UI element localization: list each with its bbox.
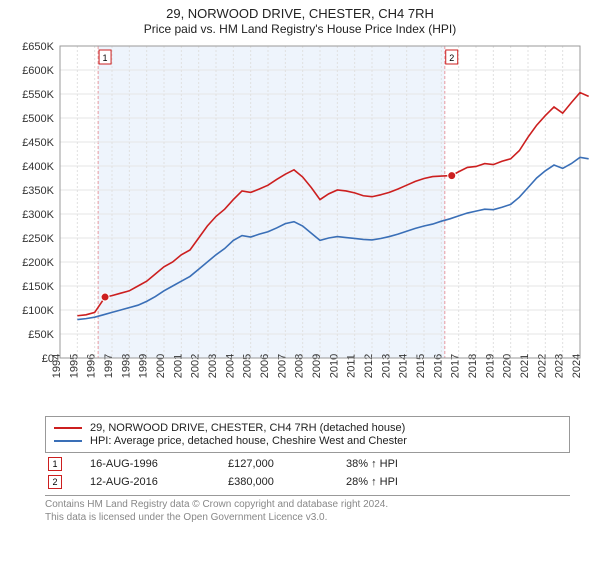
svg-text:£250K: £250K [22,233,54,245]
svg-text:1995: 1995 [68,354,80,378]
svg-text:£650K: £650K [22,41,54,53]
svg-text:2009: 2009 [311,354,323,378]
svg-text:2004: 2004 [224,354,236,378]
sale-price: £380,000 [228,476,318,488]
svg-text:2018: 2018 [467,354,479,378]
svg-text:2010: 2010 [328,354,340,378]
svg-text:2017: 2017 [450,354,462,378]
legend: 29, NORWOOD DRIVE, CHESTER, CH4 7RH (det… [45,416,570,453]
svg-text:2022: 2022 [536,354,548,378]
sale-date: 16-AUG-1996 [90,458,200,470]
legend-swatch [54,427,82,429]
legend-label: HPI: Average price, detached house, Ches… [90,435,407,447]
sale-marker: 1 [48,457,62,471]
sale-diff: 28% ↑ HPI [346,476,426,488]
svg-text:2: 2 [449,53,454,63]
footer: Contains HM Land Registry data © Crown c… [45,495,570,524]
svg-text:2021: 2021 [519,354,531,378]
svg-text:1994: 1994 [51,354,63,378]
svg-text:2020: 2020 [502,354,514,378]
svg-text:2013: 2013 [380,354,392,378]
svg-text:1999: 1999 [138,354,150,378]
sale-price: £127,000 [228,458,318,470]
svg-text:£150K: £150K [22,281,54,293]
sale-diff: 38% ↑ HPI [346,458,426,470]
svg-text:2001: 2001 [172,354,184,378]
svg-text:£350K: £350K [22,185,54,197]
svg-text:£550K: £550K [22,89,54,101]
svg-text:2015: 2015 [415,354,427,378]
svg-text:£500K: £500K [22,113,54,125]
svg-text:2007: 2007 [276,354,288,378]
legend-label: 29, NORWOOD DRIVE, CHESTER, CH4 7RH (det… [90,422,405,434]
footer-line-2: This data is licensed under the Open Gov… [45,512,570,525]
svg-text:2008: 2008 [294,354,306,378]
svg-text:2014: 2014 [398,354,410,378]
chart-title: 29, NORWOOD DRIVE, CHESTER, CH4 7RH [0,6,600,21]
sale-row: 1 16-AUG-1996 £127,000 38% ↑ HPI [48,457,600,471]
svg-text:1997: 1997 [103,354,115,378]
svg-text:£200K: £200K [22,257,54,269]
svg-text:2006: 2006 [259,354,271,378]
svg-text:£400K: £400K [22,161,54,173]
svg-text:2019: 2019 [484,354,496,378]
svg-text:£600K: £600K [22,65,54,77]
svg-text:2024: 2024 [571,354,583,378]
sale-marker: 2 [48,475,62,489]
svg-text:2023: 2023 [554,354,566,378]
svg-text:2016: 2016 [432,354,444,378]
svg-text:2012: 2012 [363,354,375,378]
sale-row: 2 12-AUG-2016 £380,000 28% ↑ HPI [48,475,600,489]
svg-text:£50K: £50K [28,329,54,341]
svg-text:£450K: £450K [22,137,54,149]
svg-text:1996: 1996 [86,354,98,378]
footer-line-1: Contains HM Land Registry data © Crown c… [45,499,570,512]
legend-item: HPI: Average price, detached house, Ches… [54,435,561,447]
svg-text:2003: 2003 [207,354,219,378]
svg-text:£300K: £300K [22,209,54,221]
svg-text:2005: 2005 [242,354,254,378]
sale-date: 12-AUG-2016 [90,476,200,488]
svg-text:£100K: £100K [22,305,54,317]
legend-swatch [54,440,82,442]
chart-area: £0£50K£100K£150K£200K£250K£300K£350K£400… [8,40,590,410]
svg-text:2002: 2002 [190,354,202,378]
sales-table: 1 16-AUG-1996 £127,000 38% ↑ HPI 2 12-AUG-201… [0,457,600,489]
legend-item: 29, NORWOOD DRIVE, CHESTER, CH4 7RH (det… [54,422,561,434]
svg-text:1998: 1998 [120,354,132,378]
chart-subtitle: Price paid vs. HM Land Registry's House … [0,22,600,36]
svg-text:1: 1 [103,53,108,63]
svg-text:2000: 2000 [155,354,167,378]
